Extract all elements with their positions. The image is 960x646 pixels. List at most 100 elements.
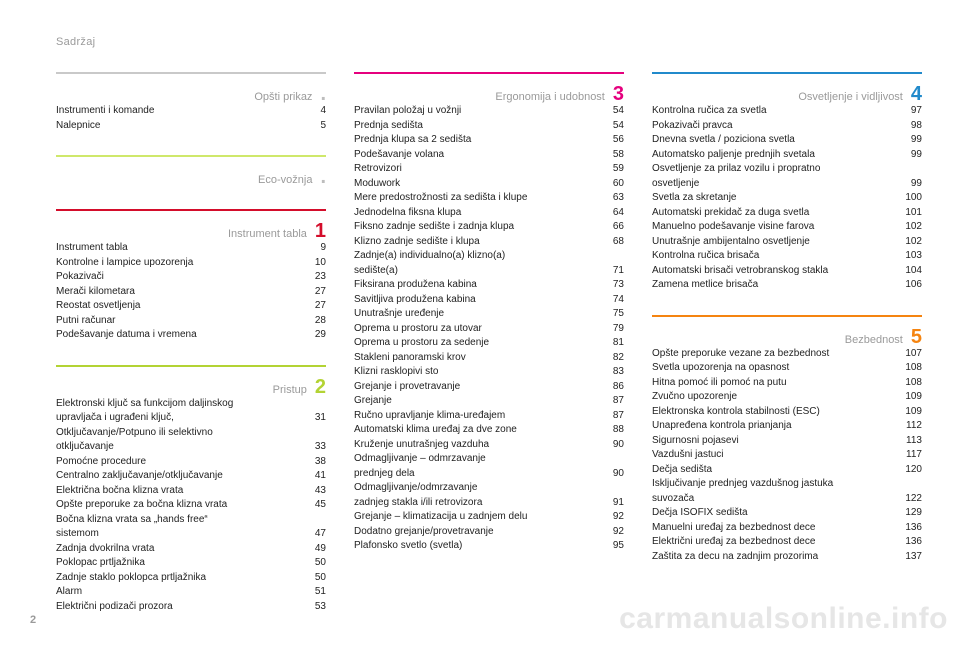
toc-entry-page: 99 — [896, 133, 922, 148]
toc-entry-title: Stakleni panoramski krov — [354, 351, 598, 366]
toc-entry: osvetljenje99 — [652, 177, 922, 192]
toc-entry: Oprema u prostoru za sedenje81 — [354, 336, 624, 351]
toc-entry: Moduwork60 — [354, 177, 624, 192]
page: Sadržaj Opšti prikaz.Instrumenti i koman… — [0, 0, 960, 646]
toc-entry-title: Zadnje(a) individualno(a) klizno(a) — [354, 249, 598, 264]
section: Instrument tabla1Instrument tabla9Kontro… — [56, 209, 326, 343]
toc-entry-title: Opšte preporuke za bočna klizna vrata — [56, 498, 300, 513]
toc-entry-title: Električna bočna klizna vrata — [56, 484, 300, 499]
toc-entry: Prednja klupa sa 2 sedišta56 — [354, 133, 624, 148]
toc-entry-title: Putni računar — [56, 314, 300, 329]
toc-entry-title: Merači kilometara — [56, 285, 300, 300]
toc-entry: Dnevna svetla / poziciona svetla99 — [652, 133, 922, 148]
toc-entry-title: otključavanje — [56, 440, 300, 455]
toc-entry-title: Pomoćne procedure — [56, 455, 300, 470]
toc-entry: Osvetljenje za prilaz vozilu i propratno — [652, 162, 922, 177]
toc-entry-title: Zadnje staklo poklopca prtljažnika — [56, 571, 300, 586]
toc-entry-title: Automatski brisači vetrobranskog stakla — [652, 264, 896, 279]
toc-entry: Električni uređaj za bezbednost dece136 — [652, 535, 922, 550]
toc-entry-title: Dečja ISOFIX sedišta — [652, 506, 896, 521]
toc-entry-title: Unutrašnje ambijentalno osvetljenje — [652, 235, 896, 250]
toc-entry-page: 60 — [598, 177, 624, 192]
toc-entry-page: 51 — [300, 585, 326, 600]
toc-entry-title: Poklopac prtljažnika — [56, 556, 300, 571]
toc-entry: Pokazivači23 — [56, 270, 326, 285]
toc-entry-title: Instrumenti i komande — [56, 104, 300, 119]
toc-entry-title: Električni uređaj za bezbednost dece — [652, 535, 896, 550]
toc-entry-page: 102 — [896, 235, 922, 250]
toc-entry-title: Automatsko paljenje prednjih svetala — [652, 148, 896, 163]
toc-entry-page: 136 — [896, 521, 922, 536]
toc-entry-title: Jednodelna fiksna klupa — [354, 206, 598, 221]
toc-entry-page: 102 — [896, 220, 922, 235]
section-title: Osvetljenje i vidljivost — [798, 91, 903, 103]
toc-entry: Podešavanje datuma i vremena29 — [56, 328, 326, 343]
toc-entry-page: 82 — [598, 351, 624, 366]
toc-entry-title: Ručno upravljanje klima-uređajem — [354, 409, 598, 424]
toc-entry: Poklopac prtljažnika50 — [56, 556, 326, 571]
toc-entry-title: Centralno zaključavanje/otključavanje — [56, 469, 300, 484]
toc-entry-page: 50 — [300, 556, 326, 571]
toc-entry: upravljača i ugrađeni ključ,31 — [56, 411, 326, 426]
toc-entry-page: 103 — [896, 249, 922, 264]
toc-entry: Kontrolne i lampice upozorenja10 — [56, 256, 326, 271]
section-number: . — [320, 84, 326, 104]
toc-entry: Klizno zadnje sedište i klupa68 — [354, 235, 624, 250]
toc-entry-page: 45 — [300, 498, 326, 513]
toc-entry-page: 31 — [300, 411, 326, 426]
toc-entry: Savitljiva produžena kabina74 — [354, 293, 624, 308]
toc-entry-title: Fiksno zadnje sedište i zadnja klupa — [354, 220, 598, 235]
toc-entry-title: Zaštita za decu na zadnjim prozorima — [652, 550, 896, 565]
toc-entry: Vazdušni jastuci117 — [652, 448, 922, 463]
toc-entry-page: 92 — [598, 525, 624, 540]
toc-entry: Manuelni uređaj za bezbednost dece136 — [652, 521, 922, 536]
toc-entry-page: 90 — [598, 438, 624, 453]
toc-entry-page: 92 — [598, 510, 624, 525]
toc-entry-page: 41 — [300, 469, 326, 484]
toc-entries: Opšte preporuke vezane za bezbednost107S… — [652, 347, 922, 565]
toc-entry-page — [300, 426, 326, 441]
toc-entry: Unapređena kontrola prianjanja112 — [652, 419, 922, 434]
toc-entry-page: 109 — [896, 405, 922, 420]
toc-entry-title: Odmagljivanje – odmrzavanje — [354, 452, 598, 467]
toc-entry: Zaštita za decu na zadnjim prozorima137 — [652, 550, 922, 565]
toc-entry-title: Kontrolna ručica za svetla — [652, 104, 896, 119]
toc-entry-page: 108 — [896, 361, 922, 376]
toc-entry: Automatsko paljenje prednjih svetala99 — [652, 148, 922, 163]
toc-entry-page — [896, 162, 922, 177]
toc-entry-title: Klizni rasklopivi sto — [354, 365, 598, 380]
toc-entry-title: Grejanje — [354, 394, 598, 409]
toc-entry-title: Grejanje – klimatizacija u zadnjem delu — [354, 510, 598, 525]
toc-entry-page: 120 — [896, 463, 922, 478]
toc-entry: Pravilan položaj u vožnji54 — [354, 104, 624, 119]
toc-entry: Elektronska kontrola stabilnosti (ESC)10… — [652, 405, 922, 420]
column: Osvetljenje i vidljivost4Kontrolna ručic… — [652, 72, 922, 636]
toc-entry: Unutrašnje ambijentalno osvetljenje102 — [652, 235, 922, 250]
toc-entry-page: 54 — [598, 119, 624, 134]
toc-entry-page: 29 — [300, 328, 326, 343]
toc-entry: Opšte preporuke vezane za bezbednost107 — [652, 347, 922, 362]
toc-entry: otključavanje33 — [56, 440, 326, 455]
toc-entry-page — [598, 249, 624, 264]
toc-entry-page: 137 — [896, 550, 922, 565]
toc-entry-page: 28 — [300, 314, 326, 329]
toc-entry: Stakleni panoramski krov82 — [354, 351, 624, 366]
toc-entry-title: Alarm — [56, 585, 300, 600]
toc-entry-title: Oprema u prostoru za sedenje — [354, 336, 598, 351]
toc-entry-title: Nalepnice — [56, 119, 300, 134]
toc-entry-page: 91 — [598, 496, 624, 511]
toc-entry-page: 106 — [896, 278, 922, 293]
toc-entry-page: 136 — [896, 535, 922, 550]
toc-entry: Odmagljivanje/odmrzavanje — [354, 481, 624, 496]
toc-entry: Automatski prekidač za duga svetla101 — [652, 206, 922, 221]
column: Opšti prikaz.Instrumenti i komande4Nalep… — [56, 72, 326, 636]
toc-entry-title: Vazdušni jastuci — [652, 448, 896, 463]
toc-entry-title: Električni podizači prozora — [56, 600, 300, 615]
toc-entry: sedište(a)71 — [354, 264, 624, 279]
toc-entry-page: 95 — [598, 539, 624, 554]
column: Ergonomija i udobnost3Pravilan položaj u… — [354, 72, 624, 636]
toc-entry-page: 59 — [598, 162, 624, 177]
toc-entry: Fiksno zadnje sedište i zadnja klupa66 — [354, 220, 624, 235]
toc-entry: zadnjeg stakla i/ili retrovizora91 — [354, 496, 624, 511]
toc-entry-title: Zvučno upozorenje — [652, 390, 896, 405]
